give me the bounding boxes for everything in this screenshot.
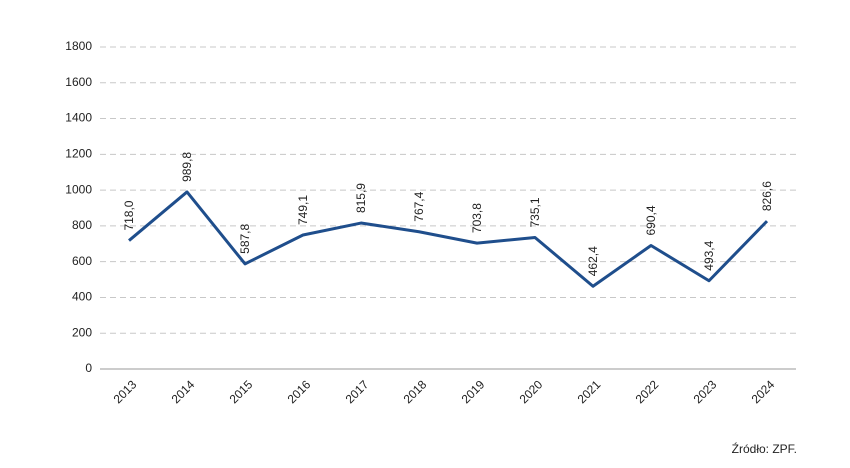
value-label: 767,4 (412, 191, 426, 221)
y-tick-label: 1200 (65, 147, 92, 161)
value-label: 718,0 (122, 200, 136, 230)
value-label: 826,6 (760, 181, 774, 211)
value-label: 587,8 (238, 223, 252, 253)
x-tick-label: 2015 (227, 377, 256, 406)
y-tick-label: 0 (85, 361, 92, 375)
x-tick-label: 2023 (691, 377, 720, 406)
value-label: 493,4 (702, 240, 716, 270)
x-tick-label: 2020 (517, 377, 546, 406)
value-label: 735,1 (528, 197, 542, 227)
y-tick-label: 800 (72, 218, 92, 232)
x-tick-label: 2022 (633, 377, 662, 406)
value-label: 989,8 (180, 152, 194, 182)
x-tick-label: 2019 (459, 377, 488, 406)
y-tick-label: 200 (72, 325, 92, 339)
data-line (128, 190, 769, 288)
x-tick-label: 2017 (343, 377, 372, 406)
y-tick-label: 400 (72, 290, 92, 304)
value-label: 749,1 (296, 195, 310, 225)
y-tick-label: 1600 (65, 75, 92, 89)
x-tick-label: 2021 (575, 377, 604, 406)
value-label: 690,4 (644, 205, 658, 235)
x-tick-label: 2024 (749, 377, 778, 406)
y-tick-label: 1000 (65, 182, 92, 196)
value-label: 703,8 (470, 203, 484, 233)
y-tick-label: 1800 (65, 39, 92, 53)
x-tick-label: 2013 (111, 377, 140, 406)
y-tick-label: 600 (72, 254, 92, 268)
x-tick-label: 2014 (169, 377, 198, 406)
x-tick-label: 2018 (401, 377, 430, 406)
value-label: 815,9 (354, 183, 368, 213)
value-label: 462,4 (586, 246, 600, 276)
y-tick-label: 1400 (65, 111, 92, 125)
source: Źródło: ZPF. (732, 441, 797, 456)
x-tick-label: 2016 (285, 377, 314, 406)
